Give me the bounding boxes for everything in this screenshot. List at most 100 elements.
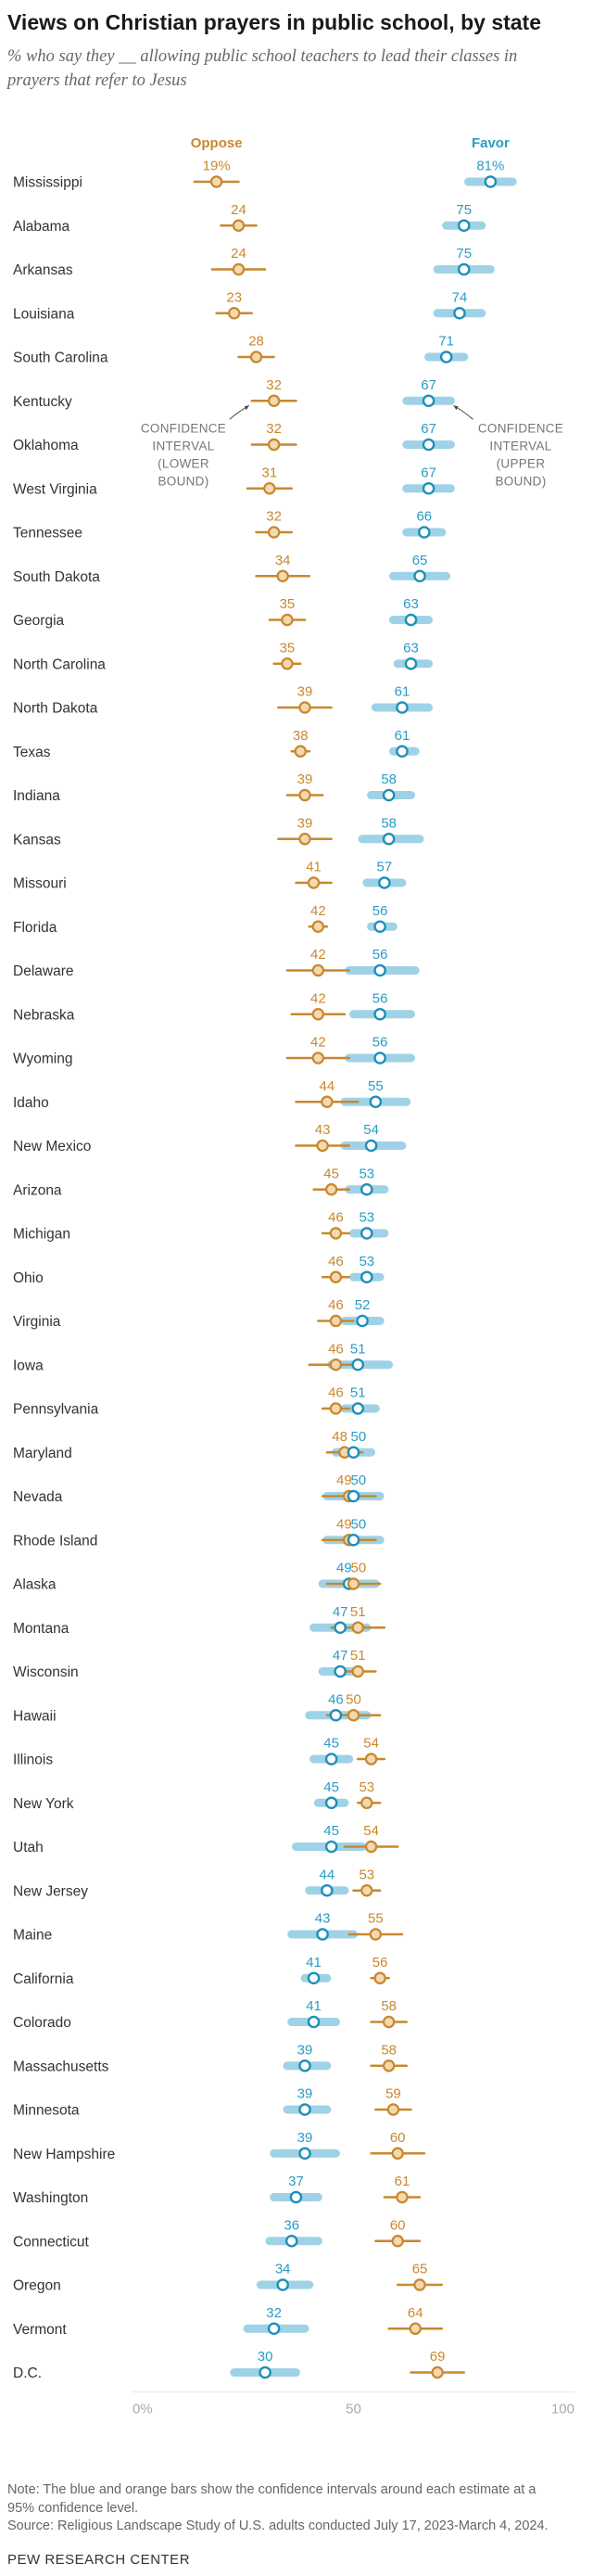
state-row: Illinois 54 45 bbox=[13, 1736, 386, 1768]
state-row: West Virginia 31 67 bbox=[13, 465, 455, 497]
favor-value-label: 51 bbox=[350, 1385, 366, 1401]
favor-value-label: 63 bbox=[403, 596, 419, 612]
favor-point bbox=[276, 2278, 289, 2291]
favor-point bbox=[347, 1533, 360, 1547]
oppose-value-label: 42 bbox=[310, 903, 326, 919]
state-row: Nebraska 42 56 bbox=[13, 990, 416, 1023]
oppose-value-label: 24 bbox=[231, 246, 246, 261]
favor-value-label: 67 bbox=[421, 421, 436, 437]
oppose-point bbox=[382, 2015, 396, 2029]
favor-point bbox=[360, 1227, 373, 1240]
favor-point bbox=[457, 262, 471, 276]
oppose-point bbox=[329, 1227, 343, 1240]
state-row: Oklahoma 32 67 bbox=[13, 421, 455, 453]
oppose-point bbox=[351, 1664, 364, 1678]
favor-value-label: 53 bbox=[359, 1166, 374, 1181]
favor-point bbox=[396, 701, 409, 714]
oppose-point bbox=[382, 2060, 396, 2072]
favor-value-label: 56 bbox=[372, 903, 388, 919]
favor-point bbox=[307, 1971, 321, 1985]
oppose-value-label: 53 bbox=[359, 1867, 374, 1882]
oppose-value-label: 38 bbox=[293, 728, 309, 744]
oppose-value-label: 24 bbox=[231, 202, 246, 218]
state-label: Alabama bbox=[13, 219, 70, 235]
favor-value-label: 74 bbox=[452, 289, 468, 305]
favor-value-label: 67 bbox=[421, 465, 436, 480]
oppose-value-label: 50 bbox=[346, 1691, 361, 1707]
favor-value-label: 50 bbox=[351, 1429, 367, 1445]
state-row: Washington 61 37 bbox=[13, 2174, 422, 2206]
state-label: West Virginia bbox=[13, 481, 97, 497]
favor-value-label: 47 bbox=[333, 1648, 348, 1664]
favor-point bbox=[404, 657, 418, 670]
state-label: New Jersey bbox=[13, 1883, 88, 1899]
state-label: Kentucky bbox=[13, 394, 72, 410]
oppose-value-label: 53 bbox=[359, 1779, 374, 1795]
favor-point bbox=[298, 2059, 311, 2072]
x-axis: 0% 50 100 bbox=[132, 2391, 574, 2417]
oppose-value-label: 39 bbox=[297, 684, 313, 700]
favor-point bbox=[373, 963, 386, 977]
oppose-value-label: 41 bbox=[306, 860, 322, 875]
oppose-point bbox=[307, 876, 321, 889]
favor-point bbox=[321, 1883, 334, 1897]
favor-point bbox=[351, 1358, 365, 1371]
state-label: Massachusetts bbox=[13, 2059, 109, 2074]
state-row: Pennsylvania 46 51 bbox=[13, 1385, 380, 1418]
favor-value-label: 63 bbox=[403, 640, 419, 656]
state-row: Delaware 42 56 bbox=[13, 947, 420, 979]
oppose-value-label: 44 bbox=[320, 1078, 335, 1094]
oppose-point bbox=[364, 1753, 378, 1766]
state-label: South Carolina bbox=[13, 351, 108, 366]
oppose-point bbox=[391, 2235, 404, 2248]
favor-value-label: 53 bbox=[359, 1254, 374, 1269]
state-row: Ohio 46 53 bbox=[13, 1254, 385, 1286]
state-row: North Dakota 39 61 bbox=[13, 684, 434, 717]
state-label: D.C. bbox=[13, 2366, 42, 2381]
favor-point bbox=[324, 1840, 338, 1854]
chart-note: Note: The blue and orange bars show the … bbox=[7, 2482, 536, 2516]
favor-point bbox=[289, 2190, 303, 2204]
favor-value-label: 34 bbox=[275, 2262, 291, 2277]
state-label: Washington bbox=[13, 2190, 88, 2206]
favor-point bbox=[334, 1621, 347, 1635]
ci-annotation: CONFIDENCE INTERVAL (LOWER BOUND) bbox=[141, 421, 226, 488]
favor-value-label: 30 bbox=[258, 2349, 273, 2365]
x-tick-label: 50 bbox=[346, 2402, 361, 2417]
oppose-point bbox=[267, 394, 281, 407]
favor-value-label: 46 bbox=[328, 1691, 344, 1707]
favor-value-label: 36 bbox=[284, 2217, 299, 2233]
state-row: Mississippi 19% 81% bbox=[13, 159, 517, 191]
oppose-value-label: 49 bbox=[336, 1473, 352, 1488]
state-label: North Carolina bbox=[13, 657, 106, 672]
x-tick-label: 0% bbox=[132, 2402, 153, 2417]
oppose-value-label: 55 bbox=[368, 1911, 384, 1927]
oppose-value-label: 58 bbox=[381, 2042, 397, 2058]
oppose-point bbox=[329, 1358, 343, 1371]
state-label: Ohio bbox=[13, 1270, 44, 1286]
dot-interval-chart: Oppose Favor Mississippi 19% 81% Alabama 24 7… bbox=[13, 135, 574, 2417]
favor-value-label: 45 bbox=[323, 1779, 339, 1795]
state-row: South Carolina 28 71 bbox=[13, 334, 469, 366]
oppose-point bbox=[311, 1052, 325, 1065]
favor-value-label: 55 bbox=[368, 1078, 384, 1094]
state-row: Kentucky 32 67 bbox=[13, 377, 455, 410]
oppose-point bbox=[281, 613, 294, 627]
state-row: Arkansas 24 75 bbox=[13, 246, 495, 278]
favor-point bbox=[404, 613, 418, 627]
favor-point bbox=[457, 219, 471, 233]
ci-annotation: CONFIDENCE INTERVAL (UPPER BOUND) bbox=[478, 421, 563, 488]
oppose-value-label: 46 bbox=[328, 1254, 344, 1269]
oppose-value-label: 31 bbox=[262, 465, 278, 480]
oppose-value-label: 28 bbox=[248, 334, 264, 350]
state-label: Illinois bbox=[13, 1753, 53, 1768]
oppose-point bbox=[409, 2322, 422, 2335]
state-row: Iowa 46 51 bbox=[13, 1341, 394, 1373]
favor-value-label: 45 bbox=[323, 1823, 339, 1839]
